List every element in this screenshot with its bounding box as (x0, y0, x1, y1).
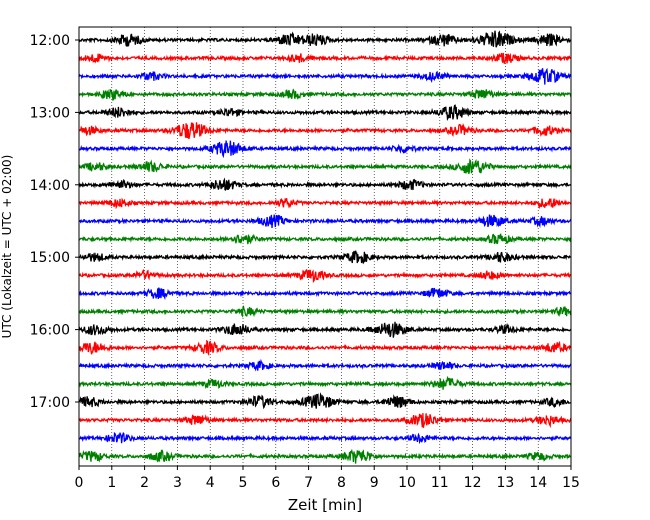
x-tick-label: 4 (206, 475, 215, 491)
y-axis-ticks: 12:00 13:00 14:00 15:00 16:00 17:00 (30, 33, 79, 411)
trace-16:15 (78, 339, 572, 357)
trace-15:15 (78, 268, 571, 283)
x-axis-ticks: 0 1 2 3 4 5 6 7 8 9 10 11 12 13 14 15 (75, 466, 580, 491)
x-axis-label: Zeit [min] (288, 496, 362, 514)
vertical-grid (111, 27, 539, 466)
x-tick-label: 1 (107, 475, 116, 491)
trace-15:45 (78, 305, 572, 318)
trace-17:00 (78, 392, 572, 410)
trace-12:30 (78, 67, 572, 85)
trace-17:30 (78, 431, 572, 445)
trace-17:45 (78, 448, 572, 464)
trace-12:00 (78, 30, 572, 48)
seismogram-traces (78, 30, 572, 464)
x-tick-label: 10 (398, 475, 416, 491)
x-tick-label: 7 (304, 475, 313, 491)
x-tick-label: 11 (431, 475, 449, 491)
trace-13:30 (78, 140, 572, 159)
y-tick-label: 15:00 (30, 250, 70, 266)
x-tick-label: 15 (562, 475, 580, 491)
x-tick-label: 5 (239, 475, 248, 491)
y-tick-label: 13:00 (30, 105, 70, 121)
x-tick-label: 14 (529, 475, 547, 491)
trace-12:15 (78, 52, 572, 64)
trace-13:15 (78, 122, 572, 140)
trace-15:30 (78, 287, 572, 301)
y-tick-label: 17:00 (30, 395, 70, 411)
trace-16:30 (78, 358, 572, 372)
trace-16:00 (78, 321, 572, 338)
x-tick-label: 3 (173, 475, 182, 491)
y-tick-label: 12:00 (30, 33, 70, 49)
y-tick-label: 14:00 (30, 178, 70, 194)
x-tick-label: 13 (496, 475, 514, 491)
trace-16:45 (78, 375, 572, 390)
y-tick-label: 16:00 (30, 323, 70, 339)
trace-14:45 (78, 233, 572, 245)
x-tick-label: 0 (75, 475, 84, 491)
trace-14:15 (78, 197, 572, 210)
trace-13:00 (78, 104, 572, 121)
plot-frame (78, 26, 572, 467)
trace-13:45 (78, 158, 572, 175)
x-tick-label: 8 (337, 475, 346, 491)
x-tick-label: 9 (370, 475, 379, 491)
trace-14:30 (78, 214, 572, 229)
x-tick-label: 6 (271, 475, 280, 491)
trace-14:00 (78, 177, 572, 191)
trace-15:00 (78, 250, 572, 265)
x-tick-label: 2 (140, 475, 149, 491)
trace-12:45 (78, 88, 572, 101)
trace-17:15 (78, 413, 572, 429)
y-axis-label: UTC (Lokalzeit = UTC + 02:00) (0, 155, 14, 339)
x-tick-label: 12 (464, 475, 482, 491)
